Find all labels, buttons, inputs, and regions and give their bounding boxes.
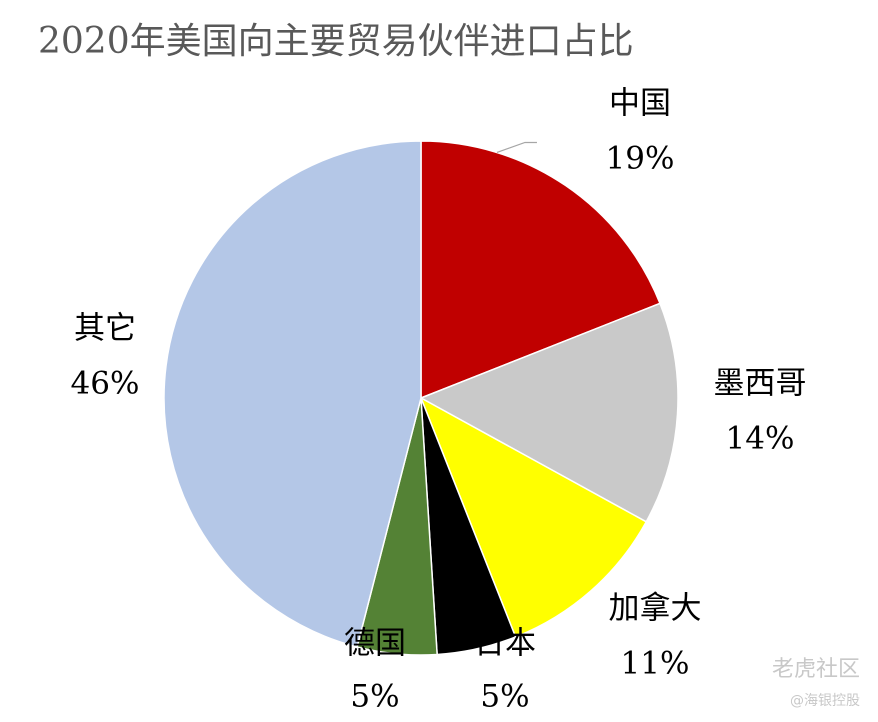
category-label: 日本: [474, 626, 536, 662]
watermark: 老虎社区: [772, 657, 860, 682]
category-label: 中国: [609, 86, 671, 122]
category-label: 德国: [344, 626, 406, 662]
pie: [163, 140, 679, 656]
value-label: 46%: [71, 366, 140, 402]
pie-slice: [163, 140, 422, 648]
category-label: 其它: [74, 311, 136, 347]
labels: 中国 19% 墨西哥 14% 加拿大 11% 日本 5% 德国 5% 其它 46%: [71, 86, 807, 715]
value-label: 11%: [621, 646, 690, 682]
value-label: 14%: [726, 421, 795, 457]
leader-line: [496, 141, 537, 154]
pie-slice: [420, 140, 661, 400]
value-label: 5%: [350, 679, 399, 715]
value-label: 19%: [606, 141, 675, 177]
pie-slice: [419, 302, 679, 523]
category-label: 加拿大: [609, 591, 702, 627]
watermark-sub: @海银控股: [790, 693, 860, 709]
pie-slice: [419, 396, 648, 638]
value-label: 5%: [480, 679, 529, 715]
chart-title: 2020年美国向主要贸易伙伴进口占比: [38, 21, 634, 62]
category-label: 墨西哥: [714, 366, 807, 402]
